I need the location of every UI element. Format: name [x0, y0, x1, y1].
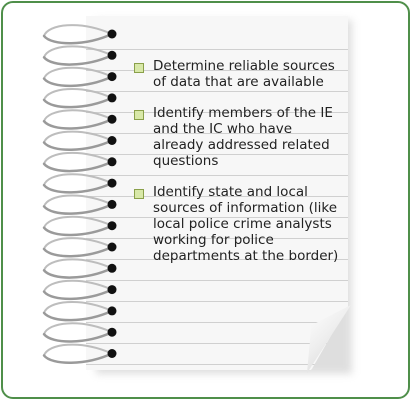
binding-hole [107, 349, 117, 358]
binding-hole [107, 178, 117, 188]
binding-hole [107, 114, 117, 124]
binding-hole [107, 136, 117, 145]
spiral-ring-front [42, 117, 114, 130]
spiral-ring-front [42, 54, 114, 66]
spiral-ring-front [42, 203, 114, 215]
list-item-text: Determine reliable sources of data that … [153, 58, 335, 90]
square-bullet-icon [134, 110, 144, 120]
spiral-ring-front [42, 245, 114, 258]
spiral-ring-front [42, 75, 114, 88]
binding-hole [107, 157, 117, 167]
spiral-ring-back [43, 343, 113, 357]
spiral-ring-back [43, 24, 113, 37]
spiral-ring-front [42, 267, 114, 279]
notepad-page [86, 16, 348, 370]
spiral-ring-back [43, 45, 113, 58]
spiral-ring-back [43, 301, 113, 314]
spiral-ring-back [43, 173, 113, 186]
binding-hole [107, 29, 117, 39]
bullet-list: Determine reliable sources of data that … [134, 58, 344, 279]
list-item: Determine reliable sources of data that … [134, 58, 344, 90]
spiral-ring-back [43, 279, 113, 293]
spiral-ring-front [42, 181, 114, 194]
binding-hole [107, 221, 117, 231]
list-item-text: Identify members of the IE and the IC wh… [153, 105, 333, 169]
spiral-ring-back [43, 151, 113, 165]
binding-hole [107, 263, 117, 273]
spiral-ring-front [42, 160, 114, 173]
list-item: Identify state and local sources of info… [134, 184, 344, 264]
list-item: Identify members of the IE and the IC wh… [134, 105, 344, 169]
square-bullet-icon [134, 63, 144, 73]
spiral-ring-back [43, 322, 113, 335]
list-item-text: Identify state and local sources of info… [153, 184, 339, 264]
spiral-ring-back [43, 66, 113, 80]
spiral-ring-front [42, 224, 114, 237]
spiral-ring-back [43, 258, 113, 271]
spiral-ring-front [42, 96, 114, 109]
spiral-ring-back [43, 88, 113, 101]
spiral-ring-front [42, 32, 114, 45]
spiral-ring-back [43, 237, 113, 250]
spiral-ring-back [43, 215, 113, 229]
binding-hole [107, 242, 117, 252]
binding-hole [107, 306, 117, 316]
spiral-ring-front [42, 139, 114, 151]
spiral-ring-back [43, 109, 113, 122]
binding-hole [107, 93, 117, 103]
binding-hole [107, 327, 117, 337]
spiral-ring-back [43, 130, 113, 144]
binding-hole [107, 72, 117, 82]
square-bullet-icon [134, 189, 144, 199]
spiral-ring-front [42, 288, 114, 301]
spiral-ring-front [42, 352, 114, 364]
binding-hole [107, 50, 117, 60]
binding-hole [107, 285, 117, 295]
spiral-ring-back [43, 194, 113, 207]
spiral-ring-front [42, 309, 114, 322]
spiral-ring-front [42, 330, 114, 343]
binding-hole [107, 199, 117, 209]
